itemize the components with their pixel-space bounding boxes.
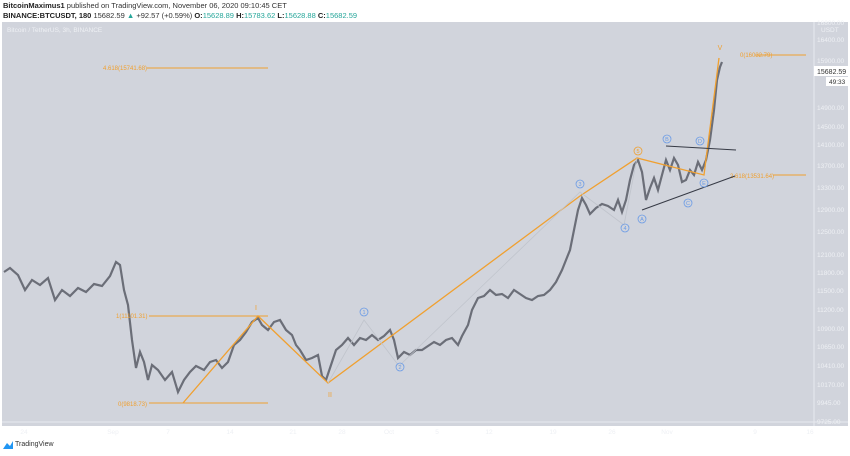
svg-text:15900.00: 15900.00 <box>817 58 844 65</box>
svg-text:Sep: Sep <box>107 429 119 436</box>
svg-text:Oct: Oct <box>384 429 394 436</box>
brand-name: TradingView <box>15 441 54 448</box>
svg-text:1: 1 <box>362 310 365 316</box>
svg-text:V: V <box>718 45 723 52</box>
svg-text:0(9818.73): 0(9818.73) <box>118 402 147 408</box>
svg-text:11500.00: 11500.00 <box>817 288 844 295</box>
svg-text:12100.00: 12100.00 <box>817 252 844 259</box>
author-name[interactable]: BitcoinMaximus1 <box>3 1 65 10</box>
svg-text:14100.00: 14100.00 <box>817 142 844 149</box>
svg-text:9: 9 <box>753 429 757 436</box>
published-text: published on TradingView.com, November 0… <box>66 1 287 10</box>
chart-background <box>2 22 848 426</box>
fib-levels <box>147 54 806 404</box>
svg-text:28: 28 <box>338 429 346 436</box>
svg-text:10900.00: 10900.00 <box>817 326 844 333</box>
svg-text:7: 7 <box>166 429 170 436</box>
open-label: O: <box>194 11 203 20</box>
svg-text:Nov: Nov <box>661 429 673 436</box>
svg-text:10650.00: 10650.00 <box>817 344 844 351</box>
svg-text:14: 14 <box>226 429 234 436</box>
svg-text:2: 2 <box>398 365 401 371</box>
svg-text:II: II <box>328 392 332 399</box>
svg-text:16400.00: 16400.00 <box>817 37 844 44</box>
svg-text:10410.00: 10410.00 <box>817 363 844 370</box>
y-axis: 16800.00 USDT 16400.00 15900.00 14900.00… <box>817 20 844 426</box>
last-price: 15682.59 <box>93 11 125 20</box>
tradingview-logo-icon <box>3 441 13 449</box>
symbol-label: BINANCE:BTCUSDT, 180 <box>3 11 92 20</box>
subwave-labels: 1 2 3 4 5 A B C D E <box>359 134 709 372</box>
svg-text:21: 21 <box>289 429 297 436</box>
svg-text:12: 12 <box>485 429 493 436</box>
svg-text:9945.00: 9945.00 <box>817 400 841 407</box>
open-value: 15628.89 <box>202 11 234 20</box>
svg-text:A: A <box>640 217 644 223</box>
svg-text:C: C <box>686 201 690 207</box>
countdown-label: 49:33 <box>829 79 846 86</box>
symbol-info: BINANCE:BTCUSDT, 180 15682.59 ▲ +92.57 (… <box>3 11 357 20</box>
svg-text:11200.00: 11200.00 <box>817 307 844 314</box>
current-price-label: 15682.59 <box>817 69 846 76</box>
svg-text:13300.00: 13300.00 <box>817 185 844 192</box>
svg-text:4: 4 <box>623 226 626 232</box>
svg-text:I: I <box>255 305 257 312</box>
svg-text:16800.00: 16800.00 <box>817 20 844 27</box>
svg-text:12500.00: 12500.00 <box>817 229 844 236</box>
high-value: 15783.62 <box>244 11 276 20</box>
svg-text:D: D <box>698 139 702 145</box>
svg-text:11800.00: 11800.00 <box>817 270 844 277</box>
publish-info: BitcoinMaximus1 published on TradingView… <box>3 1 287 10</box>
svg-text:14500.00: 14500.00 <box>817 124 844 131</box>
svg-text:0(16032.79): 0(16032.79) <box>740 53 772 59</box>
svg-text:B: B <box>665 137 669 143</box>
svg-text:26: 26 <box>608 429 616 436</box>
svg-text:16: 16 <box>806 429 814 436</box>
svg-text:13700.00: 13700.00 <box>817 163 844 170</box>
svg-text:12900.00: 12900.00 <box>817 207 844 214</box>
triangle-lines <box>641 145 737 211</box>
svg-text:4.618(15741.68): 4.618(15741.68) <box>103 66 147 72</box>
svg-text:14900.00: 14900.00 <box>817 105 844 112</box>
low-label: L: <box>277 11 285 20</box>
pair-label: Bitcoin / TetherUS, 3h, BINANCE <box>7 27 103 34</box>
svg-text:5: 5 <box>636 149 639 155</box>
wave-labels: I II V <box>255 45 723 399</box>
svg-text:10170.00: 10170.00 <box>817 382 844 389</box>
svg-text:24: 24 <box>20 429 28 436</box>
close-value: 15682.59 <box>325 11 358 20</box>
high-label: H: <box>236 11 244 20</box>
wave-path <box>182 57 720 404</box>
fib-labels: 4.618(15741.68) 0(16032.79) 1(11101.31) … <box>103 53 774 408</box>
price-change: +92.57 (+0.59%) <box>136 11 193 20</box>
svg-text:E: E <box>702 181 706 187</box>
low-value: 15628.88 <box>284 11 316 20</box>
svg-text:USDT: USDT <box>821 27 839 34</box>
svg-text:2.618(13531.64): 2.618(13531.64) <box>730 174 774 180</box>
subwave-path <box>327 157 638 384</box>
brand-logo[interactable]: TradingView <box>15 441 54 448</box>
x-axis: 24 Sep 7 14 21 28 Oct 5 12 19 26 Nov 9 1… <box>20 429 814 436</box>
svg-text:5: 5 <box>435 429 439 436</box>
close-label: C: <box>317 11 326 20</box>
svg-text:9725.00: 9725.00 <box>817 419 841 426</box>
svg-text:1(11101.31): 1(11101.31) <box>116 314 147 320</box>
svg-text:3: 3 <box>578 182 581 188</box>
svg-text:19: 19 <box>549 429 557 436</box>
up-arrow-icon: ▲ <box>126 11 135 20</box>
